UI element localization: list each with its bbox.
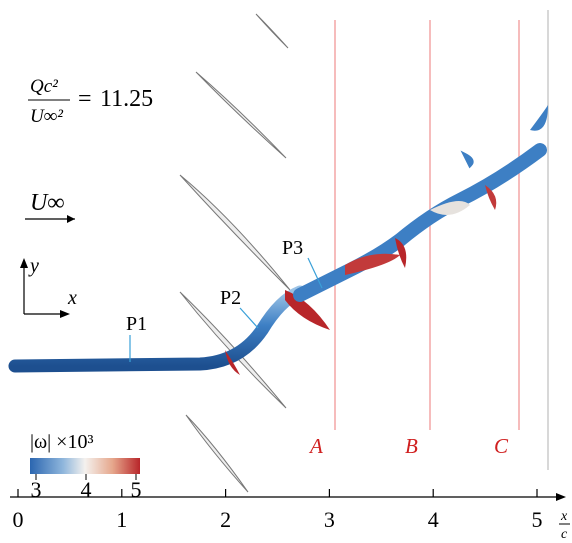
colorbar-tick-label: 4 (81, 477, 92, 502)
x-tick-label: 2 (220, 507, 231, 532)
equation-value: 11.25 (100, 86, 153, 112)
plane-label: C (494, 434, 509, 458)
probe-label: P1 (126, 313, 147, 335)
arrowhead (556, 493, 566, 501)
x-axis-label-den: c (561, 527, 568, 542)
freestream-label: U∞ (30, 190, 64, 216)
x-axis-label-num: x (560, 509, 568, 524)
vortex (8, 105, 548, 375)
axis-icon-label: x (67, 287, 77, 309)
axes-icon (23, 262, 66, 315)
colorbar-tick-label: 3 (31, 477, 42, 502)
axis-icon-label: y (28, 255, 39, 277)
x-tick-label: 1 (116, 507, 127, 532)
probe-label: P2 (220, 287, 241, 309)
x-tick-label: 4 (428, 507, 439, 532)
x-tick-label: 0 (13, 507, 24, 532)
x-tick-label: 5 (532, 507, 543, 532)
probe-label: P3 (282, 237, 303, 259)
blades (179, 13, 291, 493)
equation-numerator: Qc² (30, 76, 58, 97)
colorbar-label: |ω| ×10³ (30, 431, 93, 453)
x-tick-label: 3 (324, 507, 335, 532)
equation-relation: = (78, 86, 92, 112)
arrowhead (67, 215, 75, 223)
plane-label: A (308, 434, 323, 458)
arrowhead (20, 258, 70, 318)
probe-leaders (129, 257, 323, 362)
equation-denominator: U∞² (30, 106, 63, 127)
plane-label: B (405, 434, 418, 458)
colorbar (30, 458, 140, 474)
colorbar-tick-label: 5 (131, 477, 142, 502)
